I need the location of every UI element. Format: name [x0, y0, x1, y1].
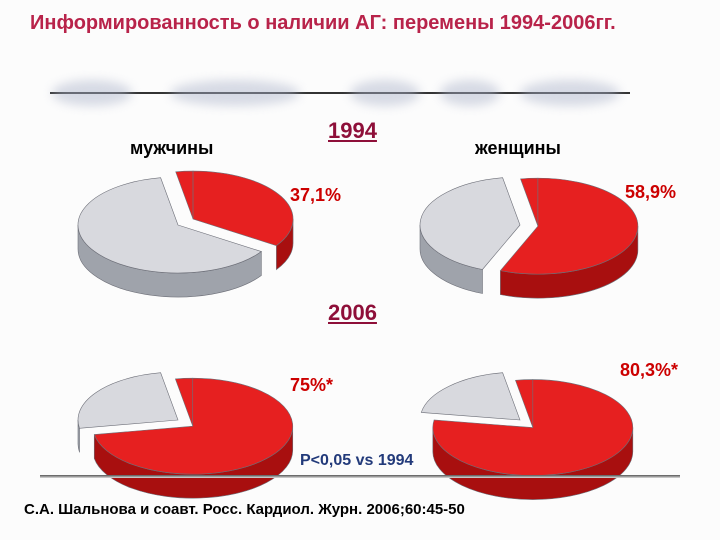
- slide: Информированность о наличии АГ: перемены…: [0, 0, 720, 540]
- pie-chart: [390, 362, 650, 522]
- col-men: мужчины: [130, 138, 213, 159]
- col-women: женщины: [475, 138, 561, 159]
- pie-chart: [390, 167, 650, 327]
- pie-chart: [48, 362, 308, 522]
- decorative-smudge: [350, 80, 420, 106]
- page-title: Информированность о наличии АГ: перемены…: [30, 12, 616, 35]
- pct-women2006: 80,3%*: [620, 360, 678, 381]
- pct-men1994: 37,1%: [290, 185, 341, 206]
- decorative-smudge: [440, 80, 500, 106]
- decorative-smudge: [520, 80, 620, 106]
- footer-line: [40, 475, 680, 478]
- pct-women1994: 58,9%: [625, 182, 676, 203]
- year-1994: 1994: [328, 118, 377, 144]
- citation: С.А. Шальнова и соавт. Росс. Кардиол. Жу…: [24, 501, 465, 518]
- p-note: Р<0,05 vs 1994: [300, 452, 413, 470]
- pie-men1994: [48, 167, 308, 332]
- decorative-smudge: [52, 80, 132, 106]
- pct-men2006: 75%*: [290, 375, 333, 396]
- pie-women1994: [390, 167, 650, 332]
- pie-chart: [48, 167, 308, 327]
- decorative-smudge: [170, 80, 300, 106]
- year-2006: 2006: [328, 300, 377, 326]
